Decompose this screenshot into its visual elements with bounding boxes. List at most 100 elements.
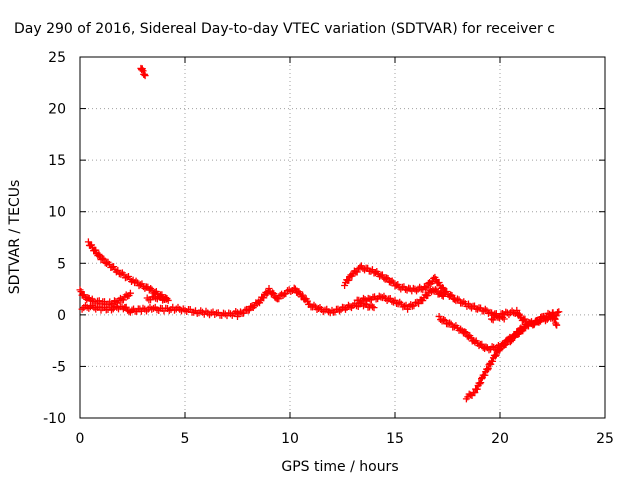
data-point <box>530 321 538 329</box>
data-point <box>112 298 120 306</box>
data-point <box>438 291 446 299</box>
data-point <box>509 334 517 342</box>
y-tick-label: -5 <box>52 359 66 375</box>
data-point <box>110 263 118 271</box>
data-point <box>461 328 469 336</box>
data-point <box>439 292 447 300</box>
data-point <box>496 345 504 353</box>
data-point <box>462 329 470 337</box>
data-points <box>76 64 563 403</box>
data-point <box>181 306 189 314</box>
data-point <box>455 296 463 304</box>
data-point <box>95 250 103 258</box>
data-point <box>126 289 134 297</box>
grid-lines <box>80 57 605 418</box>
data-point <box>162 295 170 303</box>
data-point <box>265 285 273 293</box>
data-point <box>474 305 481 313</box>
data-point <box>128 306 136 314</box>
data-point <box>435 279 443 287</box>
data-point <box>119 296 127 304</box>
data-point <box>356 298 364 306</box>
data-point <box>446 319 454 327</box>
data-point <box>378 271 386 279</box>
x-tick-label: 15 <box>386 431 404 447</box>
data-point <box>515 310 523 318</box>
data-point <box>500 341 508 349</box>
data-point <box>92 246 100 254</box>
data-point <box>315 305 322 313</box>
data-point <box>495 347 503 355</box>
data-point <box>369 303 376 311</box>
data-point <box>138 66 146 74</box>
x-tick-label: 0 <box>76 431 85 447</box>
data-point <box>491 352 499 360</box>
data-point <box>441 316 449 324</box>
data-point <box>415 300 423 308</box>
data-point <box>546 310 553 318</box>
data-point <box>384 275 392 283</box>
data-point <box>140 70 148 78</box>
data-point <box>240 309 247 317</box>
data-point <box>407 301 415 309</box>
data-point <box>514 330 522 338</box>
y-tick-label: -10 <box>43 411 66 427</box>
data-point <box>450 323 458 331</box>
data-point <box>287 288 295 296</box>
data-point <box>473 385 481 393</box>
data-point <box>452 297 460 305</box>
y-tick-label: 25 <box>48 50 66 66</box>
y-tick-label: 10 <box>48 205 66 221</box>
data-point <box>270 290 278 298</box>
data-point <box>383 274 391 282</box>
data-point <box>269 289 277 297</box>
data-point <box>439 284 447 292</box>
data-point <box>141 72 149 80</box>
data-point <box>310 301 318 309</box>
data-point <box>535 316 543 324</box>
data-point <box>77 288 85 296</box>
data-point <box>555 308 563 316</box>
data-point <box>290 284 298 292</box>
data-point <box>489 357 497 365</box>
axis-ticks: 0 5 10 15 20 25 -10 -5 0 5 10 15 20 25 <box>43 50 614 447</box>
data-point <box>422 284 430 292</box>
y-axis-label: SDTVAR / TECUs <box>7 180 23 295</box>
data-point <box>378 294 386 302</box>
data-point <box>78 305 86 313</box>
data-point <box>440 316 448 324</box>
y-tick-label: 5 <box>57 256 66 272</box>
data-point <box>370 304 378 312</box>
data-point <box>285 286 293 294</box>
y-tick-label: 0 <box>57 308 66 324</box>
data-point <box>122 303 130 311</box>
data-point <box>553 321 561 329</box>
data-point <box>483 366 491 374</box>
data-point <box>495 313 503 321</box>
data-point <box>237 308 244 316</box>
data-point <box>453 295 461 303</box>
data-point <box>98 254 106 262</box>
data-point <box>410 302 418 310</box>
data-point <box>245 306 253 314</box>
data-point <box>485 346 493 354</box>
data-point <box>114 266 122 274</box>
data-point <box>492 312 500 320</box>
x-tick-label: 5 <box>181 431 190 447</box>
data-point <box>423 283 431 291</box>
data-point <box>428 278 436 286</box>
data-point <box>85 304 93 312</box>
data-point <box>501 340 509 348</box>
data-point <box>484 365 492 373</box>
data-point <box>431 286 439 294</box>
data-point <box>448 291 456 299</box>
data-point <box>477 379 485 387</box>
y-tick-label: 20 <box>48 102 66 118</box>
data-point <box>336 307 343 315</box>
data-point <box>139 67 147 75</box>
x-tick-label: 20 <box>491 431 509 447</box>
data-point <box>492 351 500 359</box>
data-point <box>515 330 523 338</box>
x-tick-label: 25 <box>596 431 614 447</box>
